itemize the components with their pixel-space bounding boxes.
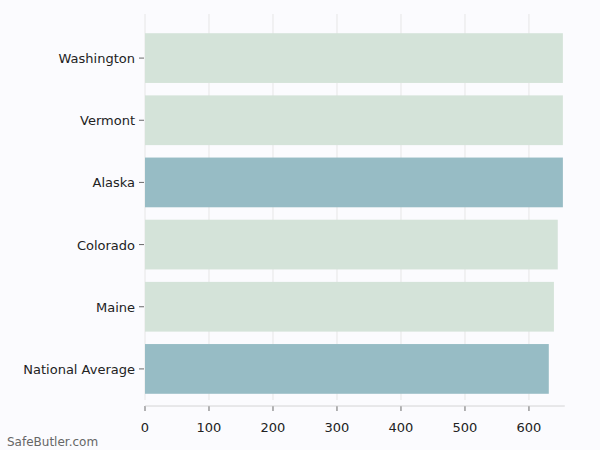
category-tick xyxy=(139,306,144,307)
category-tick xyxy=(139,58,144,59)
tick-mark xyxy=(145,406,146,411)
tick-mark xyxy=(400,406,401,411)
tick-label: 500 xyxy=(453,420,478,435)
category-label: Colorado xyxy=(77,238,135,253)
category-tick xyxy=(139,120,144,121)
bar xyxy=(145,95,563,145)
category-tick xyxy=(139,368,144,369)
tick-label: 300 xyxy=(325,420,350,435)
bar xyxy=(145,282,554,332)
bar xyxy=(145,220,558,270)
bar xyxy=(145,33,563,83)
watermark: SafeButler.com xyxy=(7,435,98,449)
tick-label: 400 xyxy=(389,420,414,435)
category-label: Maine xyxy=(96,300,135,315)
category-label: National Average xyxy=(23,362,135,377)
chart-container: 0 100 200 300 400 500 600 Washington Vermont Alas… xyxy=(0,0,600,450)
x-axis-line xyxy=(145,406,565,407)
tick-mark xyxy=(336,406,337,411)
category-label: Washington xyxy=(59,51,135,66)
tick-label: 200 xyxy=(261,420,286,435)
category-tick xyxy=(139,182,144,183)
chart: 0 100 200 300 400 500 600 Washington Vermont Alas… xyxy=(0,0,600,450)
category-label: Alaska xyxy=(92,175,135,190)
tick-label: 600 xyxy=(517,420,542,435)
tick-mark xyxy=(528,406,529,411)
tick-label: 100 xyxy=(197,420,222,435)
tick-mark xyxy=(208,406,209,411)
bar xyxy=(145,344,549,394)
tick-mark xyxy=(272,406,273,411)
category-label: Vermont xyxy=(80,113,135,128)
bar xyxy=(145,158,563,208)
bars xyxy=(145,33,563,394)
background xyxy=(0,0,600,450)
tick-label: 0 xyxy=(141,420,149,435)
tick-mark xyxy=(464,406,465,411)
category-tick xyxy=(139,244,144,245)
